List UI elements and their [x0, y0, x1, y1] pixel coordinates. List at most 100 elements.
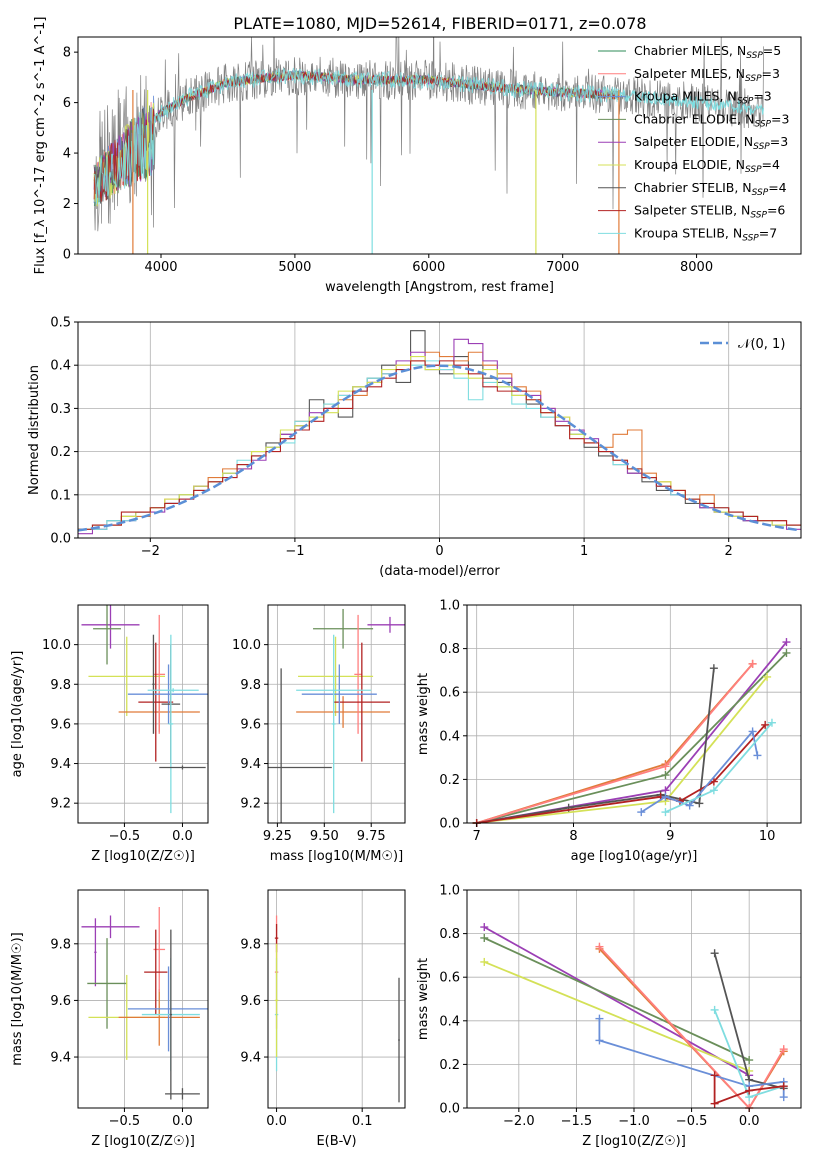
errorbar-point [81, 915, 140, 939]
x-tick-label: 0.0 [266, 1114, 287, 1129]
errorbar-point [152, 634, 155, 734]
errorbar-point [93, 605, 121, 665]
x-tick-label: −0.5 [109, 1114, 141, 1129]
legend-label: Kroupa MILES, NSSP=3 [634, 89, 772, 107]
x-tick-label: −0.5 [109, 829, 141, 844]
x-tick-label: 0.0 [172, 829, 193, 844]
y-tick-label: 9.6 [240, 994, 261, 1009]
errorbar-point [147, 688, 199, 693]
y-tick-label: 0.8 [439, 927, 460, 942]
legend-label: Kroupa ELODIE, NSSP=4 [634, 157, 780, 175]
y-axis-label: age [log10(age/yr)] [10, 651, 25, 778]
weight-series [483, 926, 750, 1077]
x-tick-label: 9 [666, 829, 674, 844]
legend-label: Chabrier MILES, NSSP=5 [634, 43, 781, 61]
y-tick-label: 0.1 [50, 488, 71, 503]
y-axis-label: Normed distribution [27, 365, 42, 495]
x-tick-label: 6000 [412, 260, 445, 275]
legend-label: Kroupa STELIB, NSSP=7 [634, 225, 777, 243]
x-tick-label: −2 [141, 544, 160, 559]
errorbar-point [138, 642, 174, 762]
errorbar-point [87, 938, 127, 1029]
weight-series [483, 961, 750, 1072]
y-tick-label: 9.8 [240, 937, 261, 952]
weight-marker [480, 957, 489, 966]
legend-label: Salpeter STELIB, NSSP=6 [634, 203, 785, 221]
y-tick-label: 9.6 [240, 717, 261, 732]
x-axis-label: (data-model)/error [379, 564, 500, 579]
y-tick-label: 9.6 [50, 717, 71, 732]
weight-marker [745, 1056, 754, 1065]
weight-marker [782, 648, 791, 657]
x-tick-label: 7 [473, 829, 481, 844]
y-tick-label: 0.0 [50, 532, 71, 547]
weight-marker [710, 1071, 719, 1080]
weight-marker [782, 638, 791, 647]
chart-layers: 4000 5000 6000 7000 8000 0 2 4 6 8 wavelength [Ang… [10, 17, 802, 1149]
x-tick-label: 10 [759, 829, 776, 844]
weight-marker [685, 801, 694, 810]
weight-series [476, 668, 715, 824]
weight-marker [661, 792, 670, 801]
y-axis-label: mass weight [416, 958, 431, 1040]
axes-frame [77, 604, 209, 824]
y-tick-label: 9.8 [50, 937, 71, 952]
y-tick-label: 0.0 [439, 817, 460, 832]
x-tick-label: 0.1 [352, 1114, 373, 1129]
x-tick-label: −2.0 [503, 1114, 535, 1129]
legend-label: Salpeter MILES, NSSP=3 [634, 66, 780, 84]
weight-marker [779, 1045, 788, 1054]
x-tick-label: −1.5 [561, 1114, 593, 1129]
errorbar-point [333, 642, 390, 762]
weight-marker [595, 1036, 604, 1045]
y-tick-label: 0.0 [439, 1102, 460, 1117]
panel-mass-vs-Z: −0.5 0.0 9.4 9.6 9.8 Z [log10(Z/Z☉)] mass [log… [10, 889, 209, 1149]
legend-label: Salpeter ELODIE, NSSP=3 [634, 134, 788, 152]
errorbar-point [274, 943, 279, 1058]
errorbar-point [88, 636, 166, 716]
y-tick-label: 9.8 [240, 678, 261, 693]
y-tick-label: 0.5 [50, 316, 71, 331]
y-tick-label: 0.6 [439, 686, 460, 701]
errorbar-point [298, 636, 374, 716]
x-tick-label: 7000 [546, 260, 579, 275]
histogram-series [78, 360, 801, 530]
x-axis-label: wavelength [Angstrom, rest frame] [325, 280, 554, 295]
x-axis-label: age [log10(age/yr)] [571, 849, 698, 864]
weight-marker [761, 720, 770, 729]
weight-marker [710, 1005, 719, 1014]
y-tick-label: 9.2 [50, 797, 71, 812]
weight-marker [709, 786, 718, 795]
y-axis-label: mass [log10(M/M☉)] [10, 932, 25, 1065]
x-axis-label: E(B-V) [316, 1134, 356, 1149]
weight-marker [595, 1014, 604, 1023]
errorbar-point [268, 668, 332, 823]
weight-marker [661, 762, 670, 771]
weight-series [713, 1075, 784, 1105]
x-tick-label: 8 [569, 829, 577, 844]
panel-weight-vs-age: 7 8 9 10 0.0 0.2 0.4 0.6 0.8 1.0 age [log10(age/yr… [416, 599, 802, 864]
weight-marker [753, 751, 762, 760]
errorbar-point [94, 918, 97, 987]
x-tick-label: 5000 [278, 260, 311, 275]
x-tick-label: 2 [725, 544, 733, 559]
y-tick-label: 0 [63, 248, 71, 263]
errorbar-point [168, 634, 174, 814]
plot-area [81, 605, 208, 814]
y-tick-label: 0.8 [439, 642, 460, 657]
legend-label: Chabrier STELIB, NSSP=4 [634, 180, 787, 198]
figure-title: PLATE=1080, MJD=52614, FIBERID=0171, z=0… [233, 14, 646, 33]
panel-age-vs-Z: −0.5 0.0 9.2 9.4 9.6 9.8 10.0 Z [log10(Z/Z☉)] ag… [10, 604, 209, 864]
axes-frame [77, 889, 209, 1109]
weight-marker [767, 718, 776, 727]
x-tick-label: 9.75 [357, 829, 386, 844]
y-axis-label: mass weight [416, 673, 431, 755]
errorbar-point [127, 664, 208, 724]
x-tick-label: 1 [580, 544, 588, 559]
x-tick-label: 0.0 [739, 1114, 760, 1129]
y-tick-label: 0.4 [50, 359, 71, 374]
weight-marker [710, 949, 719, 958]
weight-marker [779, 1082, 788, 1091]
axes-frame [466, 604, 802, 824]
